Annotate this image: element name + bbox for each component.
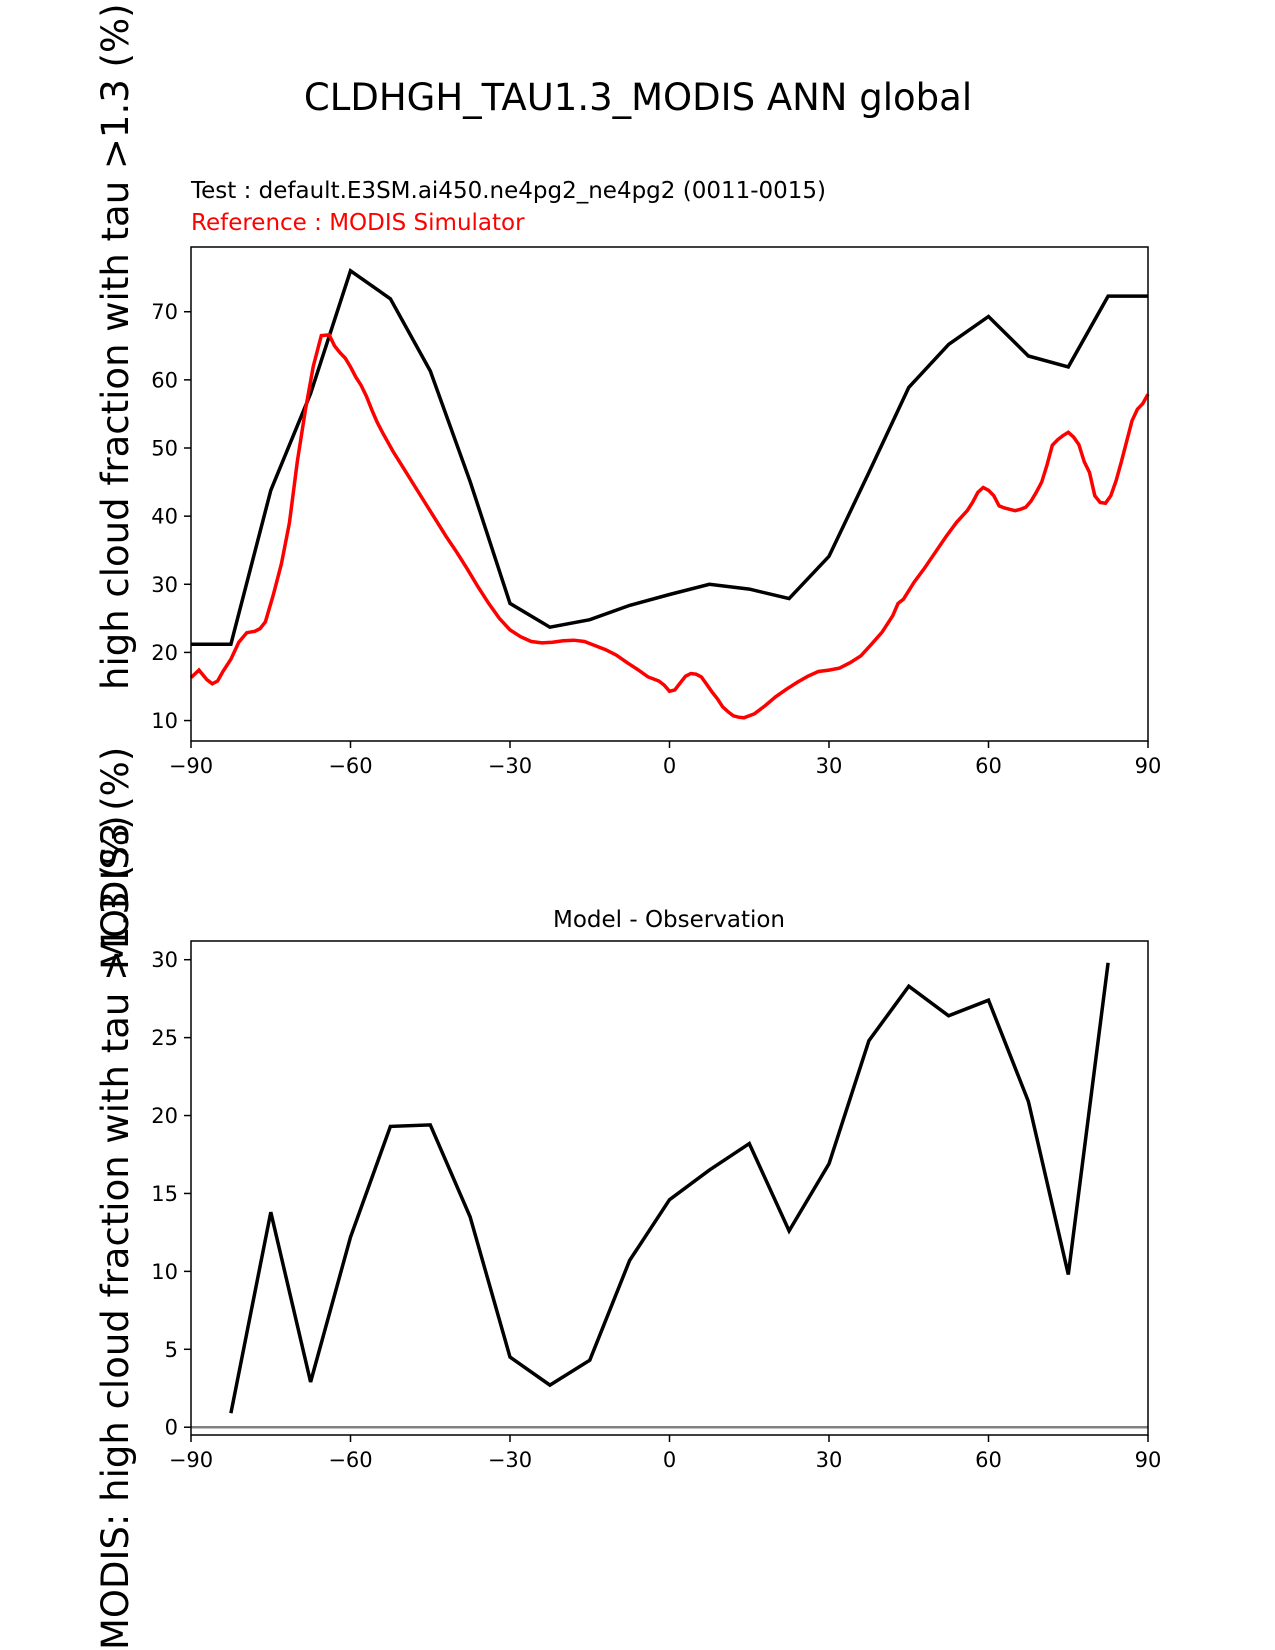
top-x-tick-label-3: 0 bbox=[663, 754, 676, 778]
top-y-tick-label-1: 20 bbox=[151, 641, 178, 665]
top-y-tick-label-3: 40 bbox=[151, 505, 178, 529]
ylabel-top-plot: high cloud fraction with tau >1.3 (%) bbox=[94, 3, 137, 690]
bottom-series-layer bbox=[191, 962, 1148, 1429]
ylabel-middle-overlap: MODIS3 (%) bbox=[94, 747, 137, 970]
top-y-tick-label-5: 60 bbox=[151, 368, 178, 392]
top-series-line-1 bbox=[189, 333, 1150, 720]
bottom-panel: Model - Observation −90 −60 −30 0 30 60 90 0 5 10… bbox=[151, 907, 1161, 1472]
top-y-tick-label-6: 70 bbox=[151, 300, 178, 324]
bottom-y-tick-label-2: 10 bbox=[151, 1260, 178, 1284]
bottom-y-tick-label-5: 25 bbox=[151, 1026, 178, 1050]
top-series-layer bbox=[189, 268, 1150, 720]
bottom-x-tick-label-0: −90 bbox=[169, 1448, 213, 1472]
top-x-tick-label-1: −60 bbox=[328, 754, 372, 778]
bottom-y-tick-label-0: 0 bbox=[165, 1416, 178, 1440]
bottom-y-tick-label-1: 5 bbox=[165, 1338, 178, 1362]
reference-label: Reference : MODIS Simulator bbox=[191, 210, 525, 236]
test-label: Test : default.E3SM.ai450.ne4pg2_ne4pg2 … bbox=[190, 178, 826, 204]
bottom-y-tick-label-4: 20 bbox=[151, 1104, 178, 1128]
difference-title: Model - Observation bbox=[553, 907, 785, 933]
top-x-tick-label-6: 90 bbox=[1135, 754, 1162, 778]
top-panel: Test : default.E3SM.ai450.ne4pg2_ne4pg2 … bbox=[151, 178, 1161, 778]
bottom-series-line-0 bbox=[229, 962, 1110, 1414]
bottom-x-tick-label-2: −30 bbox=[488, 1448, 532, 1472]
bottom-plot-frame bbox=[190, 940, 1149, 1436]
top-x-tick-label-4: 30 bbox=[816, 754, 843, 778]
top-y-tick-label-2: 30 bbox=[151, 573, 178, 597]
bottom-y-tick-label-6: 30 bbox=[151, 948, 178, 972]
bottom-x-tick-label-1: −60 bbox=[328, 1448, 372, 1472]
top-x-tick-label-5: 60 bbox=[975, 754, 1002, 778]
bottom-x-tick-label-5: 60 bbox=[975, 1448, 1002, 1472]
top-y-tick-label-0: 10 bbox=[151, 709, 178, 733]
bottom-axis-ticks: −90 −60 −30 0 30 60 90 0 5 10 15 20 25 30 bbox=[151, 948, 1161, 1472]
bottom-x-tick-label-3: 0 bbox=[663, 1448, 676, 1472]
top-y-tick-label-4: 50 bbox=[151, 437, 178, 461]
ylabel-bottom-plot: MODIS: high cloud fraction with tau >1.3… bbox=[94, 815, 137, 1650]
bottom-x-tick-label-4: 30 bbox=[816, 1448, 843, 1472]
top-axis-ticks: −90 −60 −30 0 30 60 90 10 20 30 40 50 60 70 bbox=[151, 300, 1161, 778]
bottom-y-tick-label-3: 15 bbox=[151, 1182, 178, 1206]
figure-title: CLDHGH_TAU1.3_MODIS ANN global bbox=[304, 76, 972, 119]
bottom-x-tick-label-6: 90 bbox=[1135, 1448, 1162, 1472]
top-x-tick-label-2: −30 bbox=[488, 754, 532, 778]
top-series-line-0 bbox=[191, 268, 1148, 646]
top-x-tick-label-0: −90 bbox=[169, 754, 213, 778]
